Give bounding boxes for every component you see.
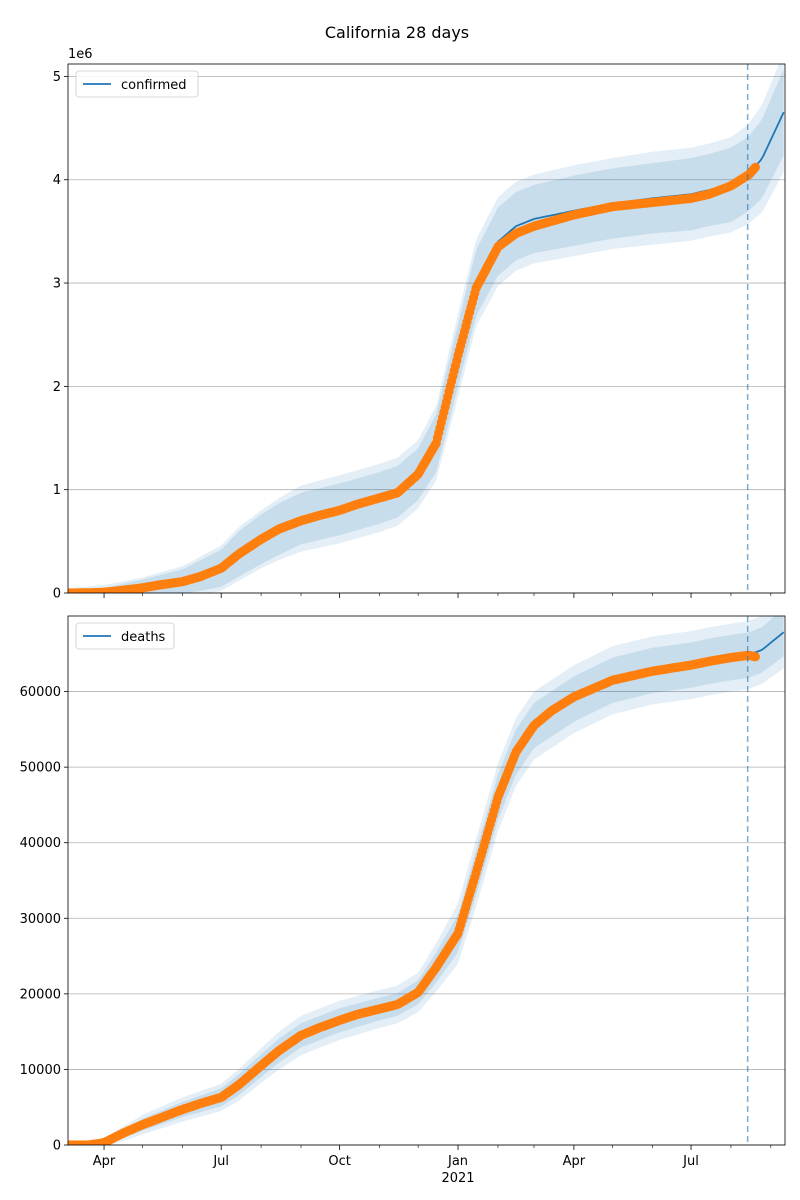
legend-label: confirmed [121,78,187,93]
y-offset-label: 1e6 [68,47,93,62]
y-tick-label: 0 [53,1139,61,1154]
legend-label: deaths [121,630,166,645]
plot-area [68,616,785,1145]
x-tick-label: Jul [212,1154,229,1169]
x-tick-label: Apr [563,1154,586,1169]
shared-x-axis: Apr Jul Oct Jan Apr Jul 2021 [93,1154,699,1186]
uncertainty-band-inner [68,616,784,1145]
y-tick-label: 3 [53,277,61,292]
observed-point [750,652,761,662]
y-tick-label: 5 [53,70,61,85]
y-tick-label: 1 [53,483,61,498]
plot-area [68,64,785,593]
uncertainty-band-outer [68,64,784,593]
x-year-label: 2021 [441,1171,474,1186]
plot-frame [67,63,786,594]
y-tick-label: 60000 [20,685,61,700]
y-tick-label: 0 [53,587,61,602]
y-tick-label: 20000 [20,987,61,1002]
uncertainty-band-outer [68,616,784,1145]
uncertainty-band-inner [68,69,784,593]
deaths-panel: 0 10000 20000 30000 40000 50000 60000 deaths [20,615,786,1154]
observed-point [750,162,761,172]
x-tick-label: Oct [328,1154,350,1169]
x-tick-label: Jan [447,1154,468,1169]
y-tick-label: 40000 [20,836,61,851]
y-tick-label: 30000 [20,912,61,927]
y-tick-label: 10000 [20,1063,61,1078]
figure-title: California 28 days [325,23,469,42]
plot-frame [67,615,786,1146]
confirmed-panel: 0 1 2 3 4 5 1e6 confirmed [53,47,786,602]
x-tick-label: Jul [682,1154,699,1169]
legend: deaths [75,622,175,650]
y-tick-label: 2 [53,380,61,395]
legend-box [75,622,175,650]
y-tick-label: 4 [53,173,61,188]
y-tick-label: 50000 [20,761,61,776]
x-tick-label: Apr [93,1154,116,1169]
deaths-model-line [68,631,785,1145]
legend-box [75,70,199,98]
legend: confirmed [75,70,199,98]
